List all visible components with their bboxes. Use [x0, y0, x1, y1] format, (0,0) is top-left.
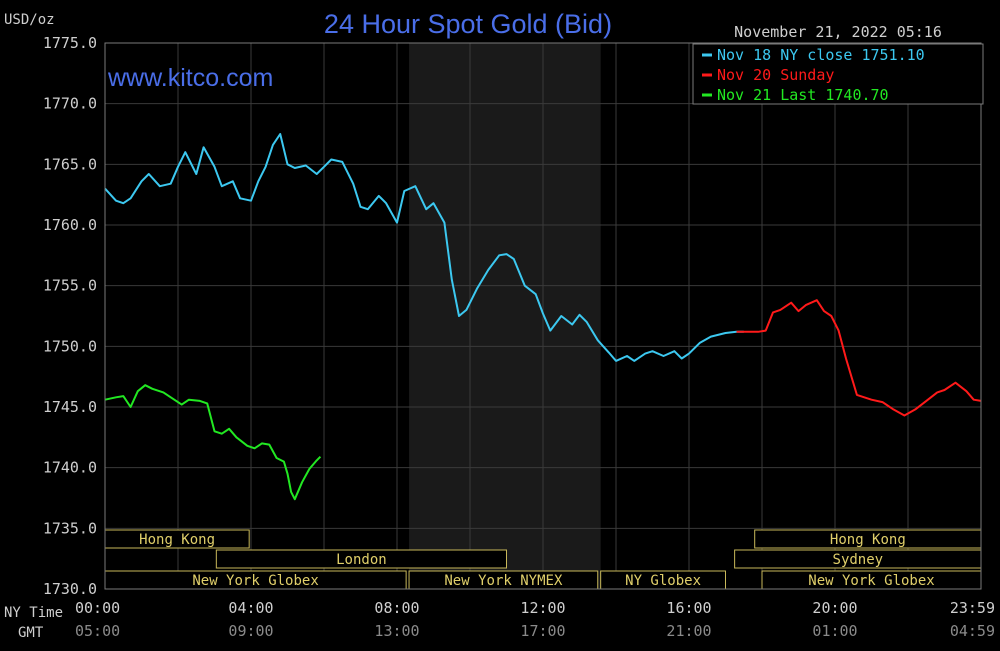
- x-tick-gmt: 04:59: [950, 622, 995, 640]
- y-tick-label: 1765.0: [43, 155, 97, 173]
- session-box: [215, 549, 507, 569]
- y-tick-label: 1775.0: [43, 34, 97, 52]
- session-label: Hong Kong: [139, 532, 215, 548]
- series-line: [104, 133, 744, 362]
- x-tick-gmt: 01:00: [812, 622, 857, 640]
- session-label: New York Globex: [808, 573, 934, 589]
- y-tick-labels: 1775.0 1770.0 1765.0 1760.0 1755.0 1750.0 1745…: [43, 34, 97, 598]
- x-tick-gmt: 13:00: [374, 622, 419, 640]
- series-line: [104, 384, 322, 501]
- legend-entry: Nov 20 Sunday: [717, 66, 834, 84]
- x-tick-ny: 23:59: [950, 599, 995, 617]
- unit-label: USD/oz: [4, 12, 55, 28]
- session-label: Hong Kong: [830, 532, 906, 548]
- x-tick-ny: 12:00: [520, 599, 565, 617]
- x-tick-labels: 00:00 05:00 04:00 09:00 08:00 13:00 12:00 17:00…: [75, 599, 995, 640]
- x-tick-ny: 00:00: [75, 599, 120, 617]
- nymex-shaded-region: [409, 43, 601, 589]
- gmt-label: GMT: [18, 625, 44, 641]
- series-line: [736, 299, 982, 417]
- session-label: Sydney: [833, 552, 884, 568]
- y-tick-label: 1740.0: [43, 459, 97, 477]
- legend: Nov 18 NY close 1751.10 Nov 20 Sunday Nov …: [692, 43, 984, 105]
- legend-entry: Nov 21 Last 1740.70: [717, 86, 889, 104]
- session-label: NY Globex: [625, 573, 701, 589]
- plot-frame: [104, 42, 982, 590]
- y-tick-label: 1755.0: [43, 277, 97, 295]
- website-label: www.kitco.com: [107, 64, 273, 92]
- x-tick-ny: 16:00: [666, 599, 711, 617]
- legend-entry: Nov 18 NY close 1751.10: [717, 46, 925, 64]
- legend-box: [692, 43, 984, 105]
- y-tick-label: 1730.0: [43, 580, 97, 598]
- session-label: New York NYMEX: [444, 573, 563, 589]
- y-tick-label: 1745.0: [43, 398, 97, 416]
- x-tick-gmt: 09:00: [228, 622, 273, 640]
- timestamp: November 21, 2022 05:16: [734, 23, 942, 41]
- x-tick-gmt: 21:00: [666, 622, 711, 640]
- session-label: London: [336, 552, 387, 568]
- x-tick-ny: 08:00: [374, 599, 419, 617]
- y-tick-label: 1760.0: [43, 216, 97, 234]
- y-tick-label: 1735.0: [43, 519, 97, 537]
- series-lines: [104, 133, 982, 501]
- session-label: New York Globex: [192, 573, 318, 589]
- x-tick-gmt: 17:00: [520, 622, 565, 640]
- session-bars: Hong Kong Hong Kong London Sydney New York G…: [104, 529, 982, 590]
- x-tick-gmt: 05:00: [75, 622, 120, 640]
- y-tick-label: 1770.0: [43, 95, 97, 113]
- ny-time-label: NY Time: [4, 605, 63, 621]
- x-tick-ny: 20:00: [812, 599, 857, 617]
- y-tick-label: 1750.0: [43, 337, 97, 355]
- chart-title: 24 Hour Spot Gold (Bid): [324, 9, 612, 39]
- x-tick-ny: 04:00: [228, 599, 273, 617]
